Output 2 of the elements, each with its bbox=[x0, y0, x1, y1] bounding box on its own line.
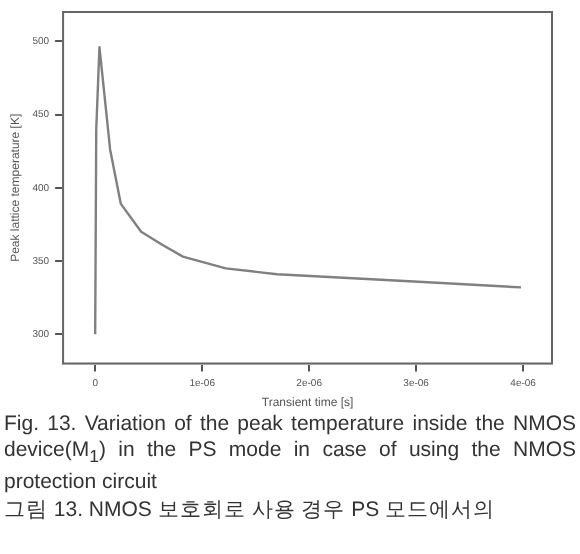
caption: Fig. 13. Variation of the peak temperature inside the NMOS device(M$_{1}$) in the PS mode in case of using the NMOS protection circuit bbox=[4, 412, 576, 497]
caption: 그림 13. NMOS 보호회로 사용 경우 PS 모드에서의 bbox=[4, 498, 498, 525]
